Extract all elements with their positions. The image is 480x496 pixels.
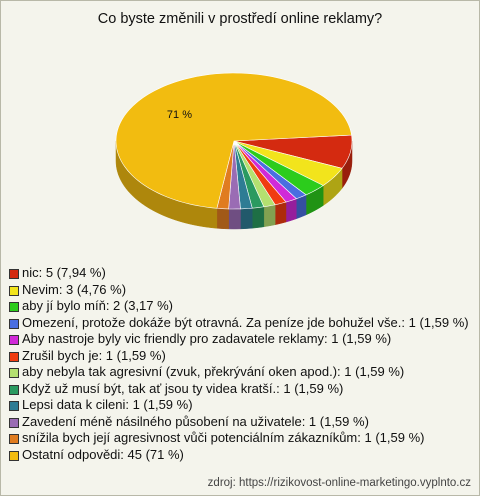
legend-label: Aby nastroje byly vic friendly pro zadav… [22, 331, 392, 346]
legend-swatch [9, 417, 19, 428]
legend-label: Když už musí být, tak ať jsou ty videa k… [22, 380, 344, 396]
slice-side [240, 207, 253, 230]
legend-item: nic: 5 (7,94 %) [9, 265, 471, 282]
legend-item: Zavedení méně násilného působení na uživ… [9, 414, 471, 431]
slice [233, 140, 324, 196]
legend-label: aby jí bylo míň: 2 (3,17 %) [22, 298, 174, 313]
slice [233, 140, 343, 186]
legend-item: Zrušil bych je: 1 (1,59 %) [9, 348, 471, 365]
legend: nic: 5 (7,94 %) Nevim: 3 (4,76 %) aby jí b… [9, 265, 471, 463]
legend-item: Ostatní odpovědi: 45 (71 %) [9, 447, 471, 464]
legend-swatch [9, 269, 19, 279]
legend-label: Zavedení méně násilného působení na uživ… [22, 413, 369, 429]
legend-swatch [9, 384, 19, 395]
legend-label: Ostatní odpovědi: 45 (71 %) [22, 446, 184, 462]
legend-swatch [9, 401, 19, 411]
legend-swatch [9, 368, 19, 378]
legend-label: aby nebyla tak agresivní (zvuk, překrývá… [22, 364, 405, 379]
legend-label: Lepsi data k cileni: 1 (1,59 %) [22, 397, 193, 412]
data-label: 71 % [167, 109, 192, 121]
legend-label: nic: 5 (7,94 %) [22, 265, 106, 280]
legend-item: Nevim: 3 (4,76 %) [9, 282, 471, 299]
slice-side [228, 208, 241, 230]
legend-swatch [9, 450, 19, 461]
legend-item: aby nebyla tak agresivní (zvuk, překrývá… [9, 364, 471, 381]
slice [233, 134, 353, 169]
legend-item: Aby nastroje byly vic friendly pro zadav… [9, 331, 471, 348]
chart-title: Co byste změnili v prostředí online rekl… [98, 11, 382, 27]
slice-side [285, 198, 297, 223]
legend-item: snížila bych její agresivnost vůči poten… [9, 430, 471, 447]
pie-area: Co byste změnili v prostředí online rekl… [98, 11, 382, 230]
legend-swatch [9, 318, 19, 329]
legend-item: Lepsi data k cileni: 1 (1,59 %) [9, 397, 471, 414]
legend-label: Zrušil bych je: 1 (1,59 %) [22, 347, 166, 363]
legend-label: Omezení, protože dokáže být otravná. Za … [22, 314, 469, 330]
legend-swatch [9, 335, 19, 345]
legend-item: Když už musí být, tak ať jsou ty videa k… [9, 381, 471, 398]
slice-side [216, 208, 229, 230]
source: zdroj: https://rizikovost-online-marketi… [207, 477, 471, 489]
legend-swatch [9, 351, 19, 362]
legend-label: snížila bych její agresivnost vůči poten… [22, 430, 425, 445]
legend-swatch [9, 285, 19, 296]
legend-swatch [9, 302, 19, 312]
slice [115, 72, 352, 209]
legend-label: Nevim: 3 (4,76 %) [22, 281, 127, 297]
legend-item: aby jí bylo míň: 2 (3,17 %) [9, 298, 471, 315]
slice-side [274, 201, 287, 226]
legend-item: Omezení, protože dokáže být otravná. Za … [9, 315, 471, 332]
legend-swatch [9, 434, 19, 444]
slice-side [251, 206, 265, 229]
slice-side [263, 204, 276, 228]
